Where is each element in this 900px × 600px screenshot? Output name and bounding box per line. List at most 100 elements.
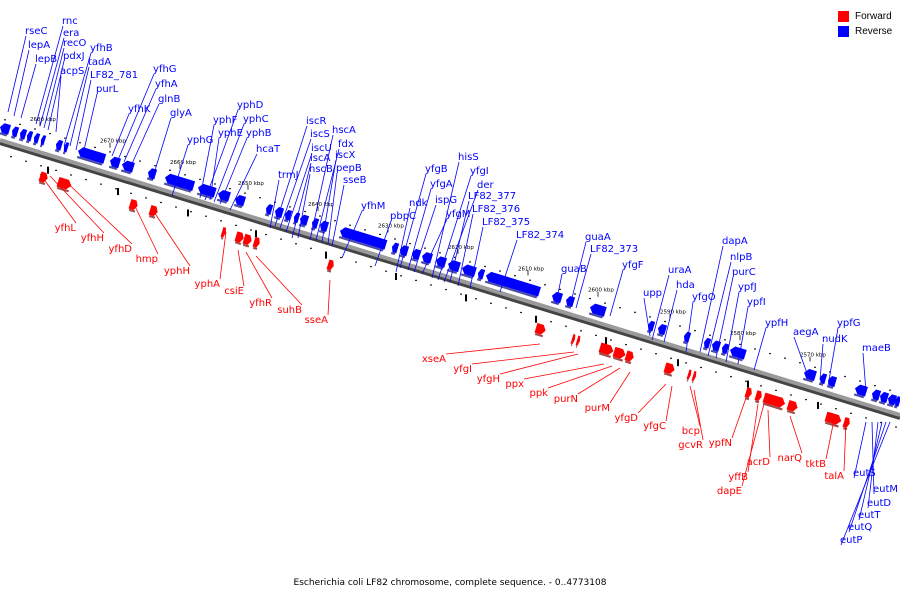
reverse-leader-line xyxy=(55,75,62,133)
gene-arrow xyxy=(0,123,12,135)
gene-arrow xyxy=(218,189,231,202)
track-dot xyxy=(400,275,402,277)
reverse-gene-label: purC xyxy=(732,267,756,278)
gene-shadow xyxy=(624,360,632,365)
track-dot xyxy=(670,357,672,359)
gene-arrow xyxy=(648,320,656,332)
gene-shadow xyxy=(802,377,814,383)
reverse-gene-label: hscB xyxy=(309,164,333,175)
gene-arrow xyxy=(684,331,692,343)
reverse-leader-line xyxy=(737,306,749,365)
track-dot xyxy=(94,146,96,148)
track-dot xyxy=(694,330,696,332)
kbp-label: 2660 kbp xyxy=(170,160,196,166)
reverse-gene-label: yfhG xyxy=(153,64,177,75)
gene-arrow xyxy=(624,350,634,362)
track-dot xyxy=(499,270,501,272)
gene-arrow xyxy=(612,346,626,359)
track-dot xyxy=(604,302,606,304)
gene-arrow xyxy=(570,333,576,345)
reverse-leader-line xyxy=(853,421,867,479)
track-dot xyxy=(775,389,777,392)
track-dot xyxy=(415,279,417,282)
track-dot xyxy=(559,288,561,291)
track-dot xyxy=(550,321,552,323)
gene-shadow xyxy=(598,352,611,359)
kbp-label: 2650 kbp xyxy=(238,181,264,187)
gene-shadow xyxy=(818,382,824,386)
gene-shadow xyxy=(0,132,8,137)
reverse-gene-label: guaB xyxy=(561,264,587,275)
forward-gene-label: purM xyxy=(585,403,610,414)
kbp-label: 2610 kbp xyxy=(518,266,544,272)
reverse-leader-line xyxy=(213,123,245,203)
reverse-gene-label: yfgM xyxy=(446,209,470,220)
track-dot xyxy=(460,293,462,295)
reverse-gene-label: LF82_374 xyxy=(516,230,564,241)
legend-forward: Forward xyxy=(838,9,892,24)
gene-arrow xyxy=(820,373,828,385)
reverse-gene-block xyxy=(476,268,486,282)
reverse-leader-line xyxy=(431,161,460,279)
reverse-gene-block xyxy=(39,135,47,148)
track-dot xyxy=(370,266,372,268)
track-dot xyxy=(10,156,12,158)
reverse-gene-label: pbpC xyxy=(390,211,416,222)
gene-arrow xyxy=(598,342,614,356)
forward-leader-line xyxy=(577,367,621,395)
gene-arrow xyxy=(786,399,798,412)
forward-gene-label: xseA xyxy=(422,354,446,365)
forward-gene-label: yfhL xyxy=(55,223,77,234)
track-dot xyxy=(199,178,201,181)
gene-shadow xyxy=(691,380,694,384)
track-dot xyxy=(19,123,21,126)
gene-arrow xyxy=(704,337,712,349)
gene-shadow xyxy=(146,177,154,182)
gene-shadow xyxy=(826,385,834,389)
forward-gene-label: yfgD xyxy=(615,413,639,424)
forward-leader-line xyxy=(49,175,105,234)
track-dot xyxy=(64,137,66,139)
gene-shadow xyxy=(252,246,258,250)
gene-shadow xyxy=(824,421,839,428)
forward-gene-block xyxy=(786,399,798,415)
track-dot xyxy=(814,366,816,368)
legend-reverse: Reverse xyxy=(838,24,892,39)
forward-leader-line xyxy=(747,403,759,473)
gene-shadow xyxy=(656,333,664,337)
reverse-leader-line xyxy=(341,210,363,259)
reverse-leader-line xyxy=(75,79,92,151)
reverse-leader-line xyxy=(279,138,312,229)
reverse-leader-line xyxy=(13,49,30,117)
gene-shadow xyxy=(588,312,603,319)
track-dot xyxy=(139,160,141,162)
track-dot xyxy=(190,211,192,213)
gene-arrow xyxy=(590,303,607,317)
track-dot xyxy=(805,398,807,401)
reverse-gene-label: iscR xyxy=(306,116,326,127)
reverse-leader-line xyxy=(111,113,130,157)
reverse-gene-block xyxy=(216,189,231,204)
gene-shadow xyxy=(702,347,708,351)
track-dot xyxy=(79,142,81,144)
track-dot xyxy=(844,375,846,378)
track-dot xyxy=(424,247,426,249)
track-dot xyxy=(205,215,207,217)
forward-leader-line xyxy=(61,177,133,245)
track-dot xyxy=(475,298,477,300)
forward-gene-label: yfhD xyxy=(109,244,133,255)
gene-arrow xyxy=(663,362,675,374)
reverse-gene-label: yfgI xyxy=(470,166,489,177)
gene-shadow xyxy=(476,278,482,282)
reverse-leader-line xyxy=(663,289,678,343)
reverse-gene-block xyxy=(720,343,730,356)
gene-shadow xyxy=(550,300,560,306)
track-dot xyxy=(364,229,366,231)
track-dot xyxy=(859,380,861,382)
gene-shadow xyxy=(108,165,118,171)
reverse-leader-line xyxy=(269,179,280,229)
reverse-leader-line xyxy=(327,172,338,245)
forward-leader-line xyxy=(327,279,331,316)
reverse-gene-label: ypfH xyxy=(765,318,788,329)
tick-marks: 2680 kbp 2670 kbp 2660 kbp 2650 kbp 2640 kbp… xyxy=(4,117,897,428)
